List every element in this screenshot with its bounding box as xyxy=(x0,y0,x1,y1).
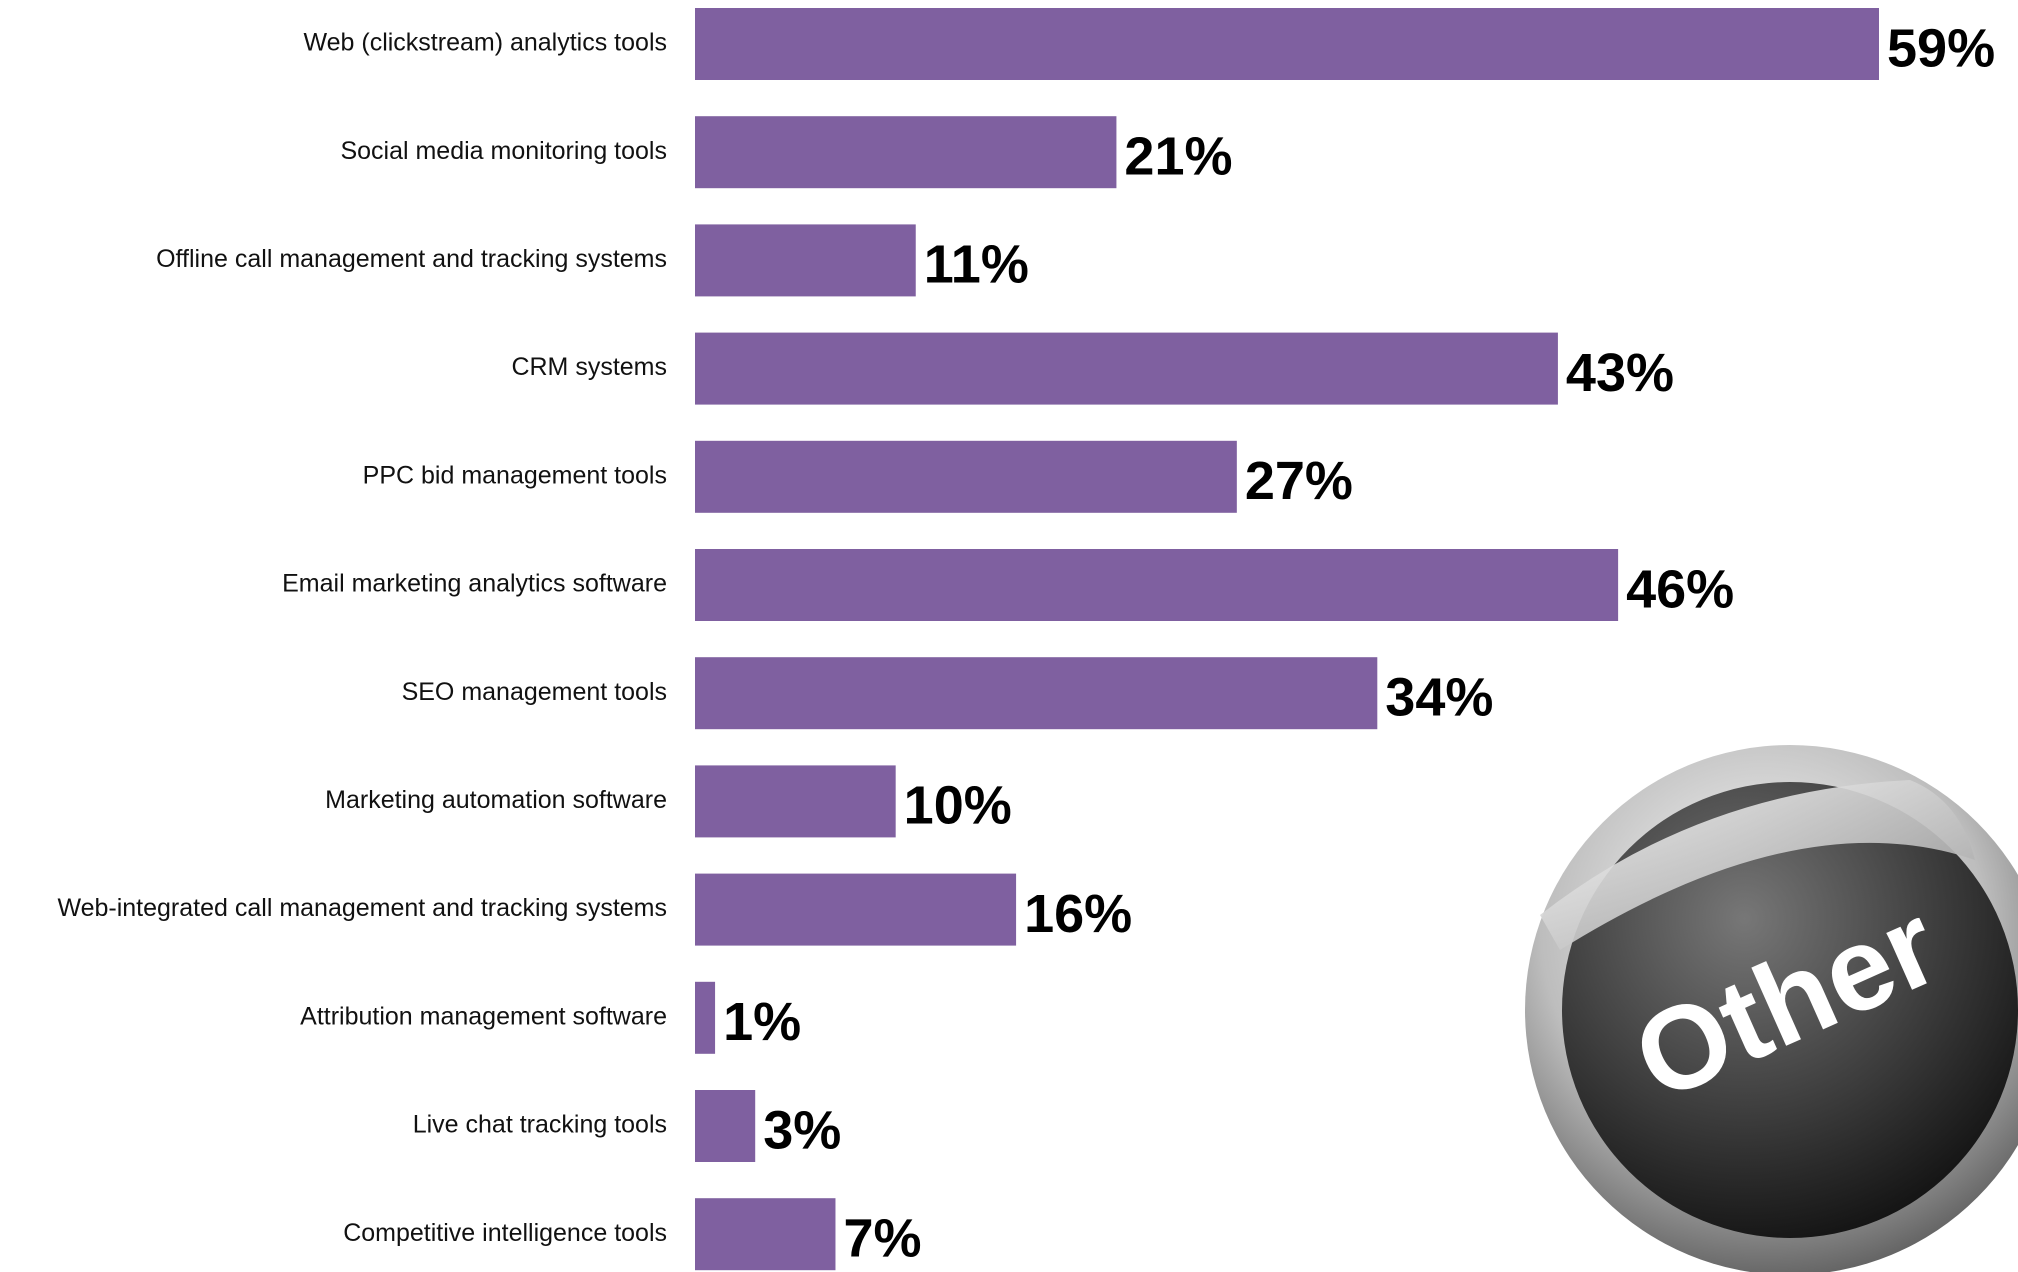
category-label: SEO management tools xyxy=(402,678,667,706)
value-label: 43% xyxy=(1566,343,1674,403)
category-label: Competitive intelligence tools xyxy=(343,1219,667,1247)
value-label: 7% xyxy=(843,1208,921,1268)
bar xyxy=(695,981,716,1054)
value-label: 59% xyxy=(1887,18,1995,78)
value-label: 46% xyxy=(1626,559,1734,619)
category-label: Attribution management software xyxy=(300,1002,667,1030)
bar xyxy=(695,657,1378,730)
category-label: Offline call management and tracking sys… xyxy=(156,245,667,273)
sticker-curl xyxy=(1540,780,1975,950)
value-label: 11% xyxy=(924,235,1029,295)
bar xyxy=(695,440,1237,513)
bar xyxy=(695,8,1879,80)
value-label: 10% xyxy=(904,776,1012,836)
value-label: 27% xyxy=(1245,451,1353,511)
value-label: 21% xyxy=(1124,126,1232,186)
value-label: 3% xyxy=(763,1100,841,1160)
value-label: 16% xyxy=(1024,884,1132,944)
category-label: Live chat tracking tools xyxy=(413,1111,667,1139)
bar xyxy=(695,332,1558,405)
bar xyxy=(695,549,1619,621)
sticker-face xyxy=(1562,782,2018,1238)
category-label: PPC bid management tools xyxy=(363,461,667,489)
bar xyxy=(695,1090,756,1162)
bar xyxy=(695,765,896,838)
value-label: 34% xyxy=(1385,667,1493,727)
category-label: Social media monitoring tools xyxy=(340,137,667,165)
category-label: Email marketing analytics software xyxy=(282,570,667,598)
category-label: Web (clickstream) analytics tools xyxy=(303,29,667,57)
bar xyxy=(695,224,916,297)
bar xyxy=(695,116,1117,189)
bar xyxy=(695,1198,836,1271)
category-label: CRM systems xyxy=(511,353,667,381)
sticker: Other xyxy=(1525,745,2018,1272)
category-label: Web-integrated call management and track… xyxy=(57,894,667,922)
value-label: 1% xyxy=(723,992,801,1052)
bar xyxy=(695,873,1017,946)
category-label: Marketing automation software xyxy=(325,786,667,814)
